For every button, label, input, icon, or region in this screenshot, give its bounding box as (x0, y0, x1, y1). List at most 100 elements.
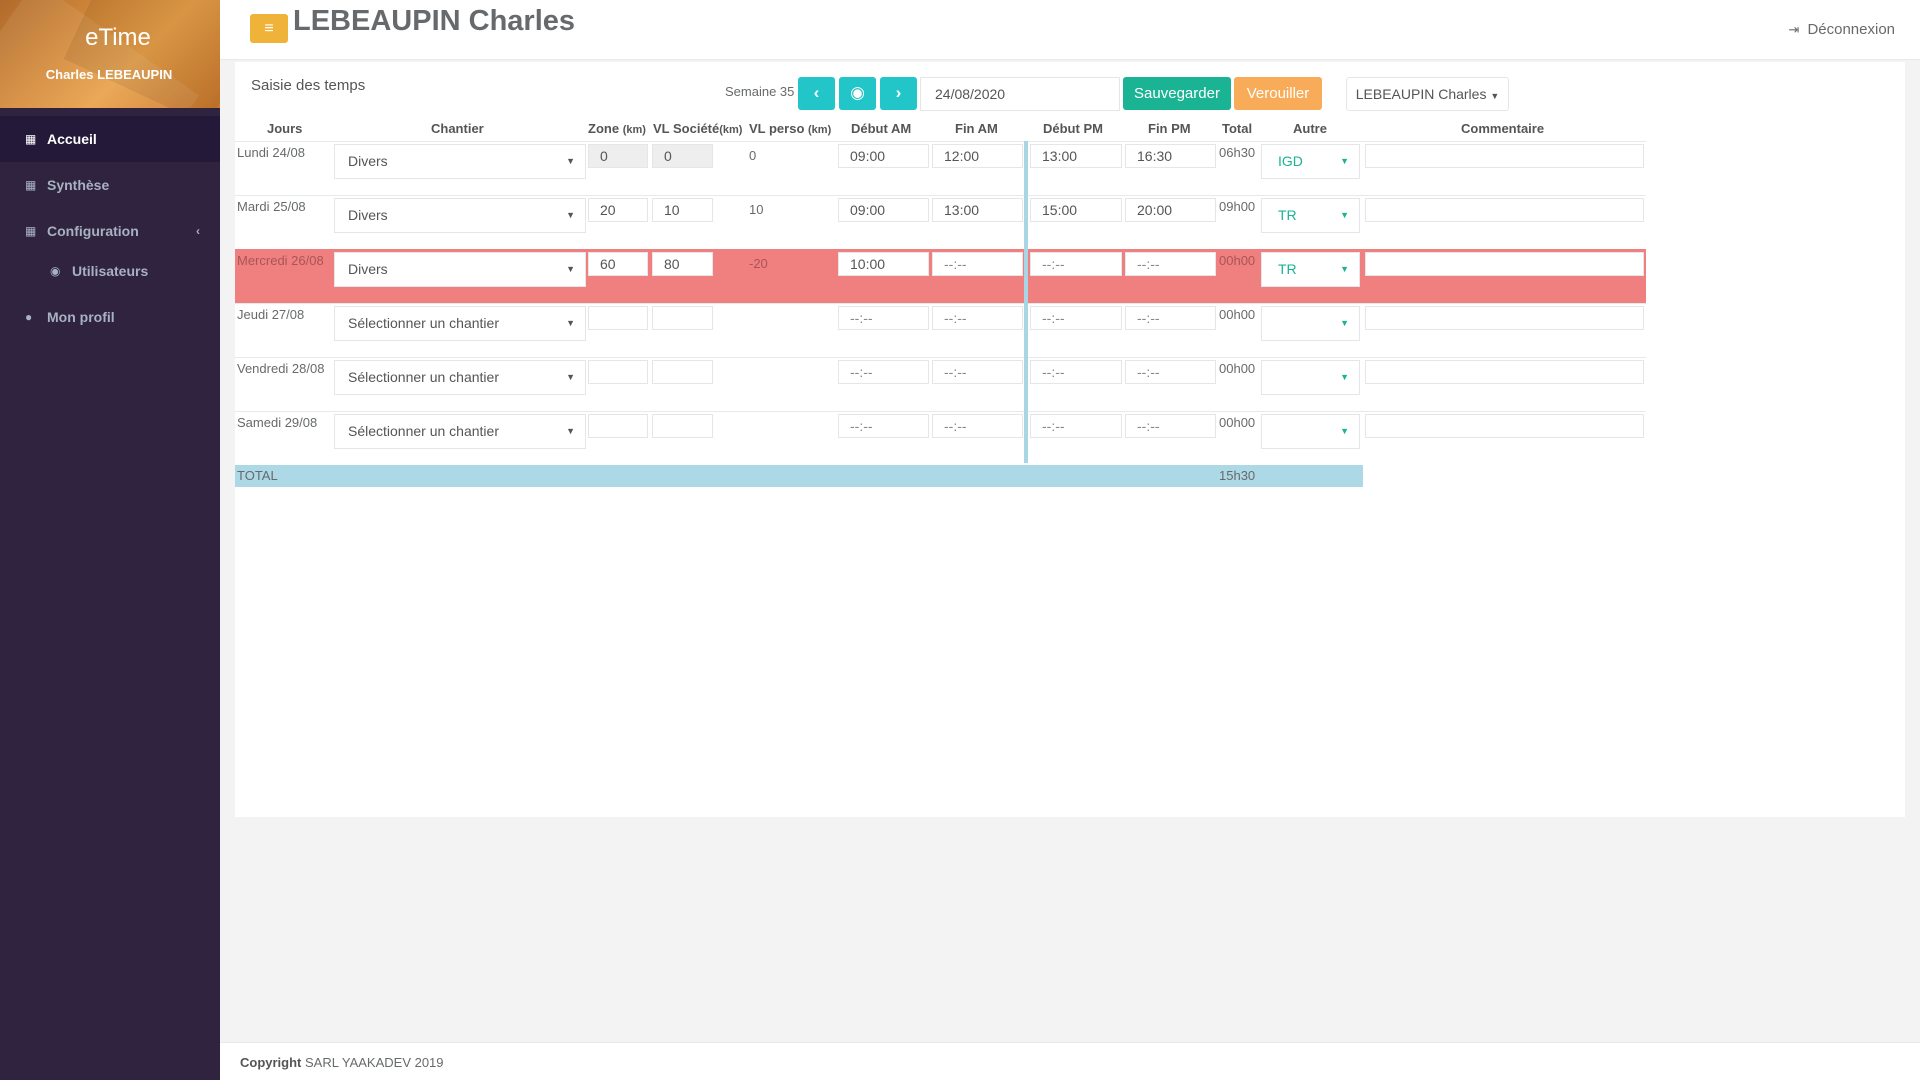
zone-input[interactable]: 60 (588, 252, 648, 276)
logout-link[interactable]: ⇥ Déconnexion (1789, 21, 1895, 38)
col-header-debut-am: Début AM (851, 121, 912, 136)
chantier-value: Sélectionner un chantier (348, 315, 499, 331)
vl-societe-input[interactable]: 80 (652, 252, 713, 276)
caret-down-icon: ▼ (566, 210, 575, 220)
autre-value: TR (1278, 207, 1297, 223)
chantier-select[interactable]: Sélectionner un chantier ▼ (334, 414, 586, 449)
col-header-autre: Autre (1293, 121, 1327, 136)
fin-am-input[interactable]: 13:00 (932, 198, 1023, 222)
debut-am-input[interactable]: --:-- (838, 306, 929, 330)
debut-pm-input[interactable]: --:-- (1030, 414, 1122, 438)
zone-input[interactable] (588, 360, 648, 384)
sidebar-item-accueil[interactable]: ▦ Accueil (0, 116, 220, 162)
autre-select[interactable]: ▼ (1261, 306, 1360, 341)
commentaire-input[interactable] (1365, 414, 1644, 438)
vl-societe-input[interactable] (652, 360, 713, 384)
caret-down-icon: ▼ (566, 156, 575, 166)
commentaire-input[interactable] (1365, 306, 1644, 330)
commentaire-input[interactable] (1365, 360, 1644, 384)
zone-input[interactable]: 20 (588, 198, 648, 222)
sidebar-item-configuration[interactable]: ▦ Configuration ‹ (0, 208, 220, 254)
col-header-chantier: Chantier (431, 121, 484, 136)
debut-am-input[interactable]: 10:00 (838, 252, 929, 276)
chantier-select[interactable]: Divers ▼ (334, 252, 586, 287)
row-total: 00h00 (1219, 307, 1256, 322)
row-day: Mardi 25/08 (237, 199, 306, 214)
commentaire-input[interactable] (1365, 198, 1644, 222)
debut-pm-input[interactable]: --:-- (1030, 306, 1122, 330)
chantier-value: Sélectionner un chantier (348, 369, 499, 385)
debut-am-input[interactable]: 09:00 (838, 144, 929, 168)
sidebar: eTime Charles LEBEAUPIN ▦ Accueil ▦ Synt… (0, 0, 220, 1080)
table-row: Mercredi 26/08 Divers ▼ 60 80 -20 10:00 --:-- --… (235, 249, 1646, 303)
autre-select[interactable]: TR ▼ (1261, 198, 1360, 233)
grid-icon: ▦ (25, 132, 37, 146)
user-select-dropdown[interactable]: LEBEAUPIN Charles ▼ (1346, 77, 1509, 111)
caret-down-icon: ▼ (1340, 156, 1349, 166)
sidebar-item-label: Utilisateurs (72, 263, 149, 279)
vl-societe-input[interactable] (652, 414, 713, 438)
commentaire-input[interactable] (1365, 144, 1644, 168)
vl-societe-input[interactable] (652, 306, 713, 330)
row-day: Samedi 29/08 (237, 415, 318, 430)
sidebar-item-mon-profil[interactable]: ● Mon profil (0, 294, 220, 340)
date-input[interactable]: 24/08/2020 (920, 77, 1120, 111)
chantier-value: Divers (348, 261, 388, 277)
debut-am-input[interactable]: --:-- (838, 360, 929, 384)
fin-am-input[interactable]: --:-- (932, 252, 1023, 276)
table-row: Vendredi 28/08 Sélectionner un chantier ▼ -… (235, 357, 1646, 411)
fin-pm-input[interactable]: --:-- (1125, 414, 1216, 438)
debut-pm-input[interactable]: --:-- (1030, 252, 1122, 276)
row-day: Mercredi 26/08 (237, 253, 324, 268)
col-header-fin-am: Fin AM (955, 121, 998, 136)
sidebar-item-label: Synthèse (47, 177, 110, 193)
sidebar-item-utilisateurs[interactable]: ◉ Utilisateurs (0, 254, 220, 288)
sidebar-user-name[interactable]: Charles LEBEAUPIN (45, 67, 173, 82)
col-header-vl-perso: VL perso (km) (749, 121, 832, 136)
commentaire-input[interactable] (1365, 252, 1644, 276)
fin-pm-input[interactable]: 16:30 (1125, 144, 1216, 168)
vl-societe-input[interactable]: 10 (652, 198, 713, 222)
current-week-button[interactable]: ◉ (839, 77, 876, 110)
zone-input[interactable] (588, 414, 648, 438)
debut-pm-input[interactable]: 13:00 (1030, 144, 1122, 168)
chantier-select[interactable]: Sélectionner un chantier ▼ (334, 360, 586, 395)
row-total: 00h00 (1219, 253, 1256, 268)
sidebar-profile-header: eTime Charles LEBEAUPIN (0, 0, 220, 108)
table-row: Lundi 24/08 Divers ▼ 0 0 0 09:00 12:00 13:00 16:3… (235, 141, 1646, 195)
debut-am-input[interactable]: 09:00 (838, 198, 929, 222)
lock-button[interactable]: Verouiller (1234, 77, 1322, 110)
fin-pm-input[interactable]: --:-- (1125, 252, 1216, 276)
previous-week-button[interactable]: ‹ (798, 77, 835, 110)
autre-select[interactable]: ▼ (1261, 414, 1360, 449)
debut-pm-input[interactable]: 15:00 (1030, 198, 1122, 222)
app-name: eTime (85, 24, 151, 51)
fin-pm-input[interactable]: 20:00 (1125, 198, 1216, 222)
zone-input[interactable] (588, 306, 648, 330)
row-total: 00h00 (1219, 361, 1256, 376)
autre-select[interactable]: IGD ▼ (1261, 144, 1360, 179)
save-button[interactable]: Sauvegarder (1123, 77, 1231, 110)
chantier-select[interactable]: Sélectionner un chantier ▼ (334, 306, 586, 341)
fin-am-input[interactable]: --:-- (932, 414, 1023, 438)
debut-am-input[interactable]: --:-- (838, 414, 929, 438)
next-week-button[interactable]: › (880, 77, 917, 110)
fin-pm-input[interactable]: --:-- (1125, 360, 1216, 384)
col-header-debut-pm: Début PM (1043, 121, 1103, 136)
debut-pm-input[interactable]: --:-- (1030, 360, 1122, 384)
col-header-vl-societe: VL Société(km) (653, 121, 743, 136)
vl-societe-input[interactable]: 0 (652, 144, 713, 168)
fin-pm-input[interactable]: --:-- (1125, 306, 1216, 330)
autre-select[interactable]: ▼ (1261, 360, 1360, 395)
vl-perso-value: -20 (749, 256, 768, 271)
chantier-select[interactable]: Divers ▼ (334, 198, 586, 233)
fin-am-input[interactable]: --:-- (932, 360, 1023, 384)
menu-toggle-button[interactable]: ≡ (250, 14, 288, 43)
fin-am-input[interactable]: --:-- (932, 306, 1023, 330)
sidebar-item-synthese[interactable]: ▦ Synthèse (0, 162, 220, 208)
autre-select[interactable]: TR ▼ (1261, 252, 1360, 287)
zone-input[interactable]: 0 (588, 144, 648, 168)
fin-am-input[interactable]: 12:00 (932, 144, 1023, 168)
row-total: 09h00 (1219, 199, 1256, 214)
chantier-select[interactable]: Divers ▼ (334, 144, 586, 179)
